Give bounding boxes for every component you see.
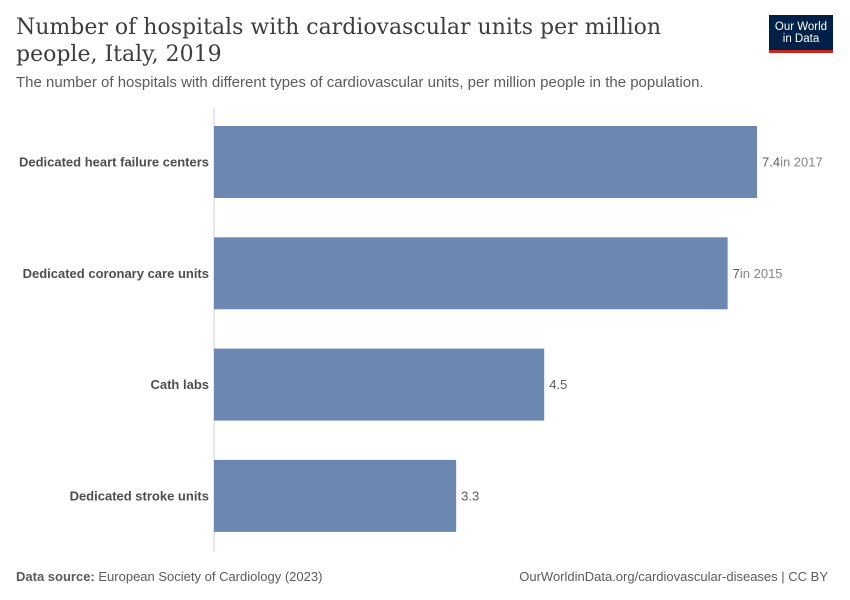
logo-line-2: in Data <box>782 32 820 45</box>
bar[interactable] <box>214 126 757 198</box>
chart-title: Number of hospitals with cardiovascular … <box>16 15 662 67</box>
data-source: Data source: European Society of Cardiol… <box>16 569 322 584</box>
owid-logo[interactable]: Our World in Data <box>769 15 833 53</box>
category-label: Cath labs <box>150 377 209 392</box>
data-source-label: Data source: <box>16 569 95 584</box>
bar[interactable] <box>214 237 728 310</box>
category-label: Dedicated heart failure centers <box>19 155 209 170</box>
chart-subtitle: The number of hospitals with different t… <box>16 74 704 91</box>
logo-line-1: Our World <box>774 20 828 33</box>
category-label: Dedicated coronary care units <box>23 266 209 281</box>
category-label: Dedicated stroke units <box>70 488 209 503</box>
value-label: 3.3 <box>461 488 479 503</box>
data-source-text[interactable]: European Society of Cardiology (2023) <box>98 569 323 584</box>
footer-link[interactable]: OurWorldinData.org/cardiovascular-diseas… <box>519 569 828 584</box>
bar[interactable] <box>214 459 457 532</box>
year-note: in 2017 <box>780 155 823 170</box>
year-note: in 2015 <box>740 266 783 281</box>
value-label: 7in 2015 <box>733 266 783 281</box>
value-label: 7.4in 2017 <box>762 155 823 170</box>
bar[interactable] <box>214 348 545 421</box>
value-label: 4.5 <box>549 377 567 392</box>
